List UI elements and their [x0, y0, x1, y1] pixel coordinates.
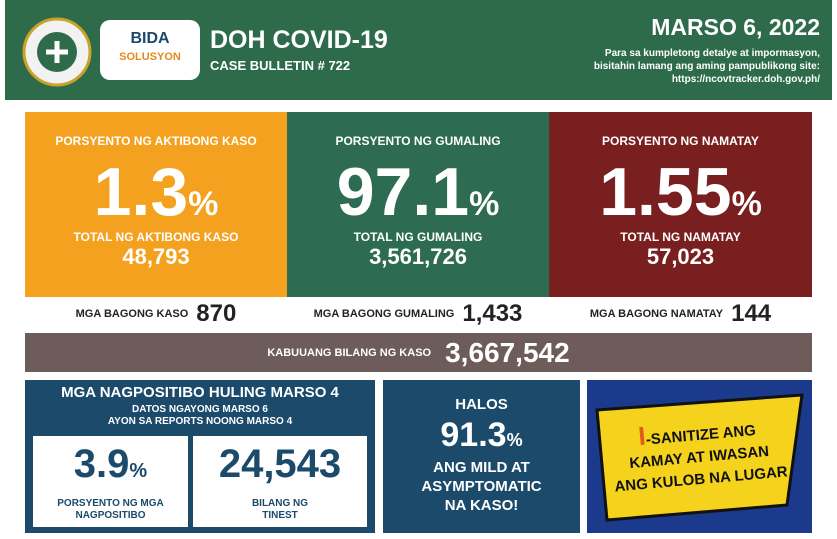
stat-percent: 97.1% [287, 152, 549, 244]
percent-value: 1.55 [599, 154, 732, 230]
total-label: TOTAL NG GUMALING [353, 230, 483, 244]
total-label: TOTAL NG NAMATAY [620, 230, 741, 244]
percent-value: 97.1 [336, 154, 470, 230]
positivity-title: MGA NAGPOSITIBO HULING MARSO 4 [61, 384, 339, 401]
date: MARSO 6, 2022 [651, 14, 820, 40]
rate: 3.9% [33, 442, 188, 487]
subtitle-line: DATOS NGAYONG MARSO 6 [132, 404, 268, 415]
note-line: Para sa kumpletong detalye at impormasyo… [604, 48, 820, 59]
mild-box: HALOS 91.3% ANG MILD AT ASYMPTOMATIC NA … [383, 380, 580, 533]
mild-percent: 91.3% [383, 416, 580, 455]
positivity-box: MGA NAGPOSITIBO HULING MARSO 4 DATOS NGA… [25, 380, 375, 533]
total-value: 3,561,726 [369, 244, 467, 269]
new-value: 1,433 [462, 300, 523, 327]
title: DOH COVID-19 [210, 26, 388, 54]
new-label: MGA BAGONG GUMALING [313, 308, 455, 320]
stat-panel: PORSYENTO NG AKTIBONG KASO 1.3% TOTAL NG… [25, 112, 287, 297]
subtitle-line: AYON SA REPORTS NOONG MARSO 4 [107, 416, 293, 427]
poster: I-SANITIZE ANG KAMAY AT IWASAN ANG KULOB… [587, 380, 812, 533]
percent-unit: % [469, 185, 500, 223]
stat-panel: PORSYENTO NG NAMATAY 1.55% TOTAL NG NAMA… [549, 112, 812, 297]
new-cases: MGA BAGONG KASO 870 [25, 297, 287, 331]
mild-unit: % [506, 430, 523, 450]
bida-logo: BIDA SOLUSYON [100, 20, 200, 80]
percent-unit: % [731, 185, 762, 223]
rate-box: 3.9% PORSYENTO NG MGA NAGPOSITIBO [33, 436, 188, 527]
subtitle: CASE BULLETIN # 722 [210, 58, 351, 73]
mild-top: HALOS [455, 396, 508, 413]
tested-box: 24,543 BILANG NG TINEST [193, 436, 367, 527]
total-value: 48,793 [122, 244, 190, 269]
percent-value: 1.3 [93, 154, 189, 230]
note: Para sa kumpletong detalye at impormasyo… [594, 47, 820, 86]
note-line: bisitahin lamang ang aming pampublikong … [593, 61, 820, 72]
stat-label: PORSYENTO NG AKTIBONG KASO [55, 134, 257, 148]
stat-label: PORSYENTO NG GUMALING [335, 134, 501, 148]
positivity-subtitle: DATOS NGAYONG MARSO 6 AYON SA REPORTS NO… [25, 404, 375, 428]
mild-value: 91.3 [440, 416, 507, 454]
rate-value: 3.9 [73, 442, 130, 486]
new-label: MGA BAGONG KASO [75, 308, 189, 320]
mild-line: ASYMPTOMATIC [421, 478, 542, 495]
label-line: PORSYENTO NG MGA [57, 498, 164, 509]
header: BIDA SOLUSYON DOH COVID-19 CASE BULLETIN… [5, 0, 832, 100]
new-value: 144 [731, 300, 772, 327]
mild-text: ANG MILD AT ASYMPTOMATIC NA KASO! [383, 458, 580, 515]
label-line: BILANG NG [251, 498, 309, 509]
stat-panel: PORSYENTO NG GUMALING 97.1% TOTAL NG GUM… [287, 112, 549, 297]
doh-seal [22, 17, 92, 87]
total-bar: KABUUANG BILANG NG KASO 3,667,542 [25, 333, 812, 372]
total-cases-value: 3,667,542 [445, 336, 570, 368]
total-label: TOTAL NG AKTIBONG KASO [73, 230, 239, 244]
new-label: MGA BAGONG NAMATAY [589, 308, 724, 320]
tested-value: 24,543 [218, 442, 342, 486]
note-line: https://ncovtracker.doh.gov.ph/ [671, 74, 820, 85]
poster-bg [595, 393, 804, 522]
mild-line: ANG MILD AT [433, 459, 530, 476]
percent-unit: % [188, 185, 219, 223]
total-cases-label: KABUUANG BILANG NG KASO [267, 346, 432, 359]
new-cases: MGA BAGONG NAMATAY 144 [549, 297, 812, 331]
stat-label: PORSYENTO NG NAMATAY [602, 134, 759, 148]
logo-text: BIDA [130, 30, 170, 47]
stat-percent: 1.55% [549, 152, 812, 244]
new-cases: MGA BAGONG GUMALING 1,433 [287, 297, 549, 331]
stat-percent: 1.3% [25, 152, 287, 244]
label-line: TINEST [262, 510, 298, 521]
mild-line: NA KASO! [444, 497, 519, 514]
logo-text: SOLUSYON [119, 51, 181, 63]
new-value: 870 [196, 300, 237, 327]
rate-label: PORSYENTO NG MGA NAGPOSITIBO [33, 498, 188, 522]
label-line: NAGPOSITIBO [75, 510, 146, 521]
rate-unit: % [129, 460, 148, 482]
tested-label: BILANG NG TINEST [193, 498, 367, 522]
total-value: 57,023 [646, 244, 715, 269]
